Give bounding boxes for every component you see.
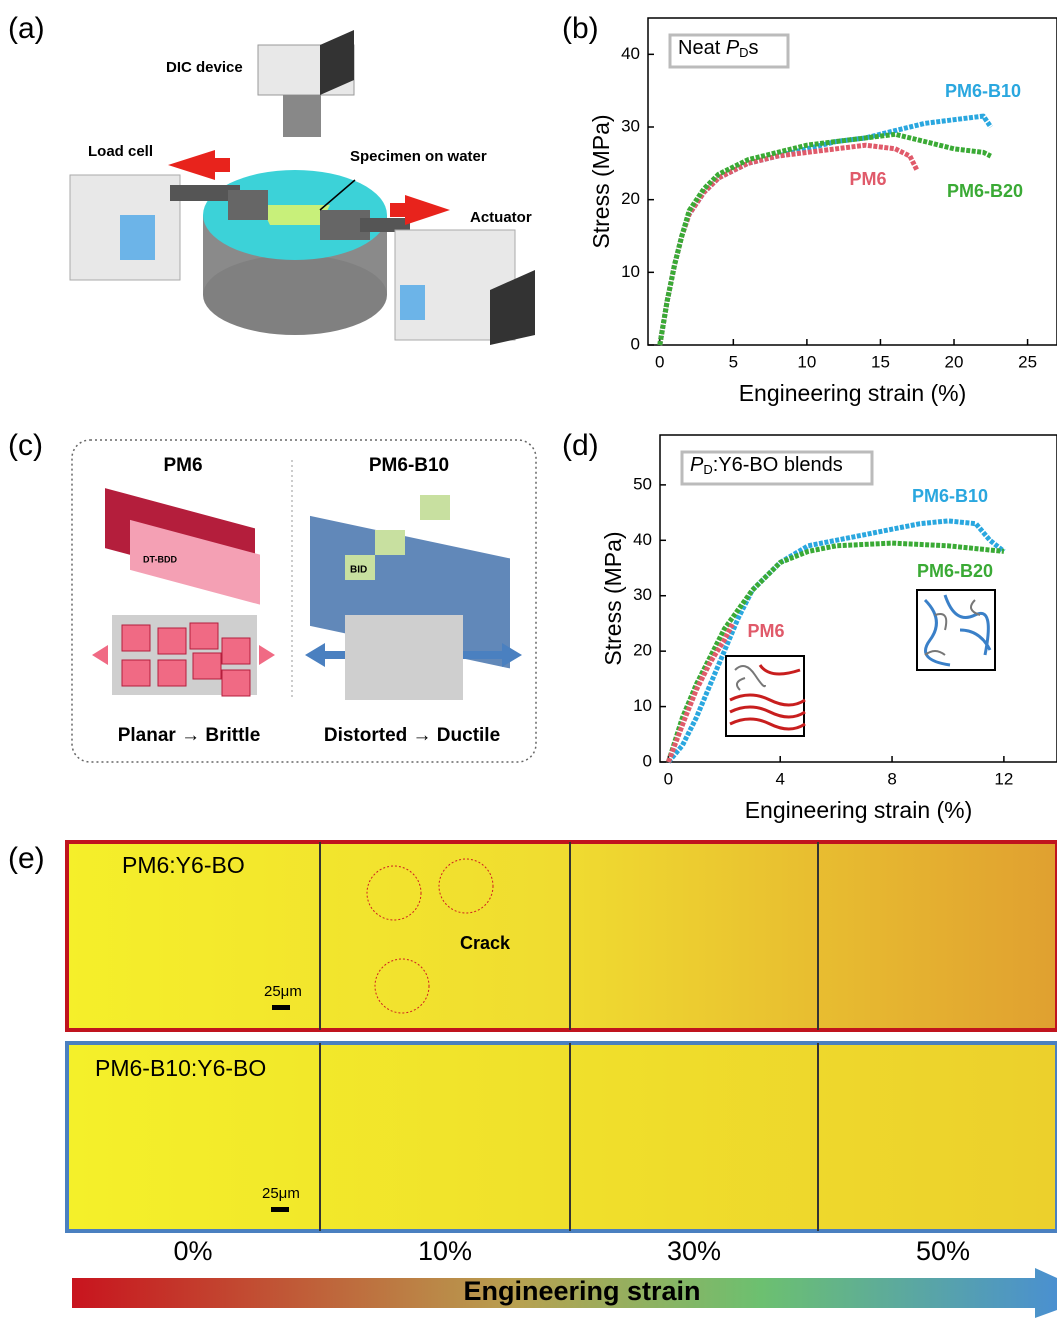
tensile-setup (69, 30, 535, 345)
series-label: PM6-B10 (945, 81, 1021, 101)
unit-label: DT-BDD (143, 554, 177, 564)
y-tick-label: 20 (621, 189, 640, 208)
arrow-label: Engineering strain (463, 1276, 700, 1306)
y-axis-label: Stress (MPa) (588, 114, 614, 248)
strain-label: 30% (667, 1236, 721, 1266)
plot-frame (659, 434, 1057, 763)
strain-label: 50% (916, 1236, 970, 1266)
series-label: PM6 (747, 621, 784, 641)
y-tick-label: 0 (643, 751, 652, 770)
panel-label: (c) (8, 429, 43, 462)
series-line (657, 131, 992, 346)
scale-bar-label: 25μm (262, 1185, 300, 1202)
panel-label: (b) (562, 12, 599, 45)
plot-frame (647, 17, 1057, 346)
unit-label: BID (350, 565, 367, 576)
x-tick-label: 8 (887, 769, 896, 788)
title-box (668, 33, 790, 69)
x-tick-label: 25 (1018, 352, 1037, 371)
x-tick-label: 0 (655, 352, 664, 371)
title-part: Neat (678, 37, 726, 59)
inset-morphology (725, 589, 996, 737)
series-line (666, 622, 735, 763)
strain-label: 10% (418, 1236, 472, 1266)
y-tick-label: 30 (621, 116, 640, 135)
y-axis-label: Stress (MPa) (600, 531, 626, 665)
x-tick-label: 4 (775, 769, 784, 788)
panel-label: (a) (8, 12, 45, 45)
diagram-title: PM6 (163, 455, 202, 476)
title-part: :Y6-BO blends (713, 454, 843, 476)
title-box (680, 450, 874, 486)
y-tick-label: 50 (633, 474, 652, 493)
y-tick-label: 20 (633, 641, 652, 660)
diagram-label: Actuator (470, 209, 532, 226)
planar-packing (92, 488, 275, 697)
row-label: PM6-B10:Y6-BO (95, 1055, 266, 1081)
series-label: PM6-B20 (947, 181, 1023, 201)
diagram-label: Load cell (88, 143, 153, 160)
distorted-packing (305, 495, 522, 700)
title-part: D (739, 45, 748, 60)
x-tick-label: 0 (664, 769, 673, 788)
chart-title: Neat PDs (678, 37, 759, 60)
x-axis-label: Engineering strain (%) (739, 380, 967, 406)
y-tick-label: 10 (621, 262, 640, 281)
x-axis-label: Engineering strain (%) (745, 797, 973, 823)
panel-label: (e) (8, 842, 45, 875)
diagram-caption: Distorted → Ductile (324, 725, 500, 746)
series-label: PM6 (849, 169, 886, 189)
scale-bar-label: 25μm (264, 983, 302, 1000)
panel-label: (d) (562, 429, 599, 462)
annotation: Crack (460, 933, 511, 953)
x-tick-label: 5 (729, 352, 738, 371)
x-tick-label: 10 (797, 352, 816, 371)
title-part: s (749, 37, 759, 59)
x-tick-label: 20 (945, 352, 964, 371)
diagram-label: Specimen on water (350, 148, 487, 165)
diagram-caption: Planar → Brittle (118, 725, 261, 746)
y-tick-label: 40 (621, 44, 640, 63)
y-tick-label: 10 (633, 696, 652, 715)
x-tick-label: 15 (871, 352, 890, 371)
diagram-title: PM6-B10 (369, 455, 449, 476)
strain-label: 0% (173, 1236, 212, 1266)
series-line (666, 518, 1006, 764)
strain-arrow (72, 1268, 1057, 1318)
micrographs (65, 840, 1057, 1233)
title-part: D (703, 462, 712, 477)
chart-title: PD:Y6-BO blends (690, 454, 843, 477)
series-label: PM6-B10 (912, 486, 988, 506)
diagram-label: DIC device (166, 59, 243, 76)
title-part: P (726, 37, 740, 59)
title-part: P (690, 454, 704, 476)
y-tick-label: 40 (633, 530, 652, 549)
x-tick-label: 12 (994, 769, 1013, 788)
series-label: PM6-B20 (917, 561, 993, 581)
series-line (666, 540, 1005, 763)
y-tick-label: 30 (633, 585, 652, 604)
y-tick-label: 0 (631, 334, 640, 353)
row-label: PM6:Y6-BO (122, 852, 245, 878)
